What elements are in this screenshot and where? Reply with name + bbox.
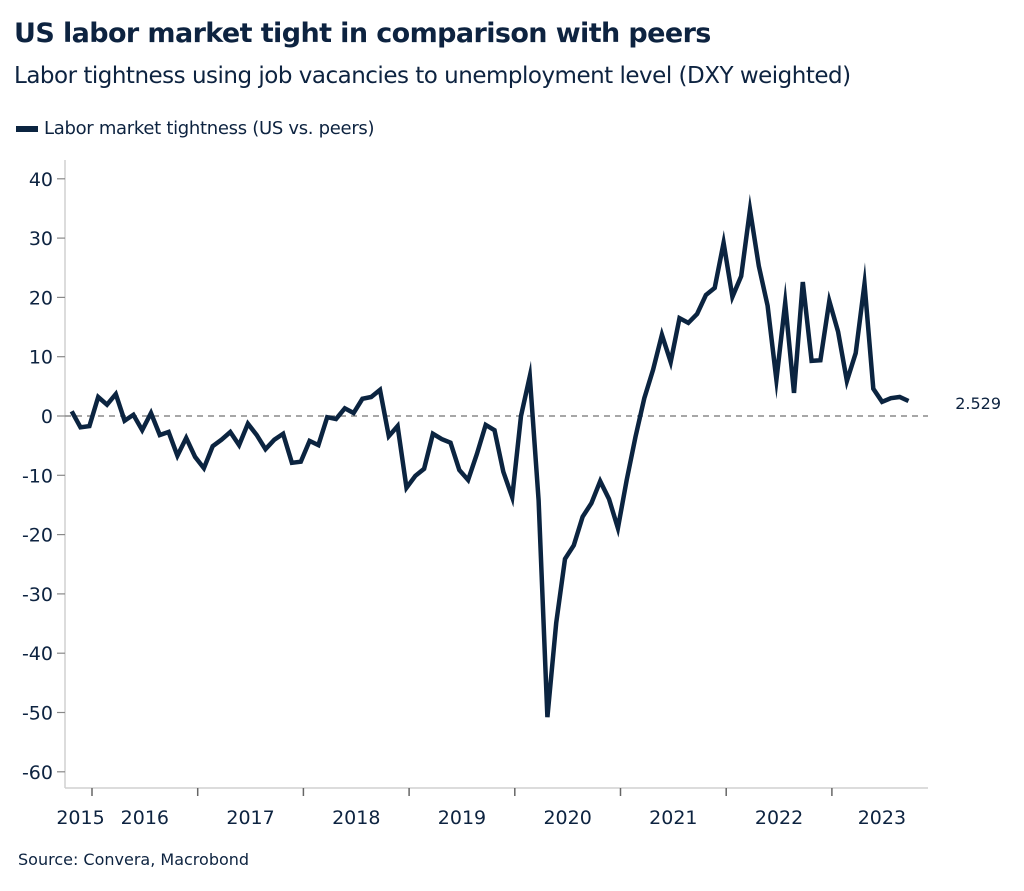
x-tick-label: 2016 <box>121 807 169 829</box>
legend-label: Labor market tightness (US vs. peers) <box>44 118 375 139</box>
y-tick-label: 30 <box>29 228 53 250</box>
x-tick-label: 2018 <box>332 807 380 829</box>
y-tick-label: -30 <box>22 584 53 606</box>
y-tick-label: -40 <box>22 643 53 665</box>
x-tick-label: 2021 <box>649 807 697 829</box>
legend-swatch <box>16 125 38 132</box>
source-note: Source: Convera, Macrobond <box>18 850 250 869</box>
x-tick-label: 2019 <box>438 807 486 829</box>
y-tick-label: 40 <box>29 169 53 191</box>
x-tick-label: 2023 <box>858 807 906 829</box>
last-value-label: 2.529 <box>955 394 1001 413</box>
y-tick-label: -20 <box>22 525 53 547</box>
x-tick-label: 2017 <box>226 807 274 829</box>
series-line <box>69 193 910 718</box>
y-tick-label: -60 <box>22 762 53 784</box>
y-tick-label: -50 <box>22 703 53 725</box>
legend: Labor market tightness (US vs. peers) <box>16 118 375 139</box>
chart-title: US labor market tight in comparison with… <box>14 18 711 49</box>
chart-subtitle: Labor tightness using job vacancies to u… <box>14 63 851 89</box>
y-tick-label: -10 <box>22 465 53 487</box>
y-tick-label: 20 <box>29 287 53 309</box>
y-tick-label: 0 <box>41 406 53 428</box>
x-tick-label: 2015 <box>56 807 104 829</box>
x-tick-label: 2020 <box>543 807 591 829</box>
y-tick-label: 10 <box>29 347 53 369</box>
x-tick-label: 2022 <box>755 807 803 829</box>
